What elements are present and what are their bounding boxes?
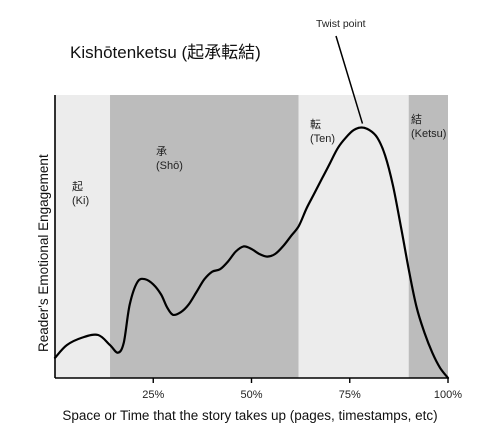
- x-tick-label: 25%: [142, 389, 164, 401]
- segment-romaji-4: (Ketsu): [411, 128, 446, 140]
- segment-kanji-1: 起: [72, 180, 83, 193]
- x-axis-label: Space or Time that the story takes up (p…: [62, 408, 437, 423]
- x-tick-label: 50%: [240, 389, 262, 401]
- engagement-curve: [53, 126, 450, 380]
- segment-band-1: [55, 95, 111, 378]
- segment-bands: [55, 95, 448, 378]
- segment-romaji-3: (Ten): [310, 133, 335, 145]
- segment-romaji-2: (Shō): [156, 160, 183, 172]
- segment-band-4: [408, 95, 448, 378]
- segment-kanji-2: 承: [156, 145, 167, 158]
- x-ticks: 25% 50% 75% 100%: [142, 378, 462, 401]
- chart-title: Kishōtenketsu (起承転結): [70, 43, 261, 62]
- segment-kanji-3: 転: [310, 118, 321, 131]
- x-tick-label: 75%: [339, 389, 361, 401]
- twist-point-label: Twist point: [316, 18, 366, 30]
- segment-romaji-1: (Ki): [72, 195, 89, 207]
- segment-band-3: [298, 95, 409, 378]
- segment-band-2: [110, 95, 299, 378]
- x-tick-label: 100%: [434, 389, 462, 401]
- y-axis-label: Reader's Emotional Engagement: [36, 154, 51, 352]
- segment-labels: 起 (Ki) 承 (Shō) 転 (Ten) 結 (Ketsu): [72, 112, 446, 207]
- twist-point-pointer: [335, 35, 364, 124]
- segment-kanji-4: 結: [411, 112, 422, 126]
